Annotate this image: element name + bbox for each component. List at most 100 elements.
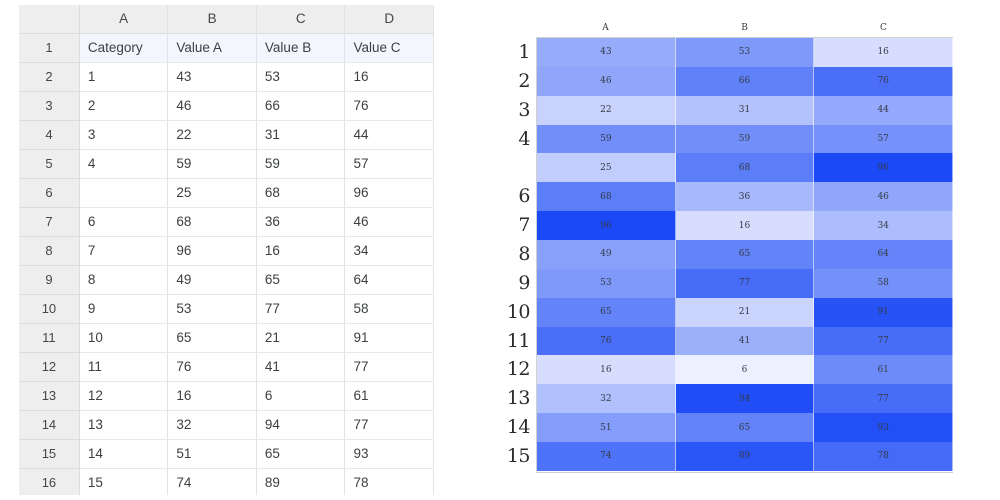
cell[interactable]: 10 <box>79 323 169 353</box>
cell[interactable]: 1 <box>79 62 169 92</box>
cell[interactable]: 25 <box>167 178 257 208</box>
cell[interactable]: Category <box>79 33 169 63</box>
cell[interactable]: 8 <box>79 265 169 295</box>
cell[interactable] <box>79 178 169 208</box>
column-header-a[interactable]: A <box>79 5 169 34</box>
cell[interactable]: 22 <box>167 120 257 150</box>
cell[interactable]: 59 <box>256 149 346 179</box>
cell[interactable]: 78 <box>344 468 434 495</box>
row-header[interactable]: 11 <box>19 323 80 353</box>
cell[interactable]: 94 <box>256 410 346 440</box>
row-header[interactable]: 1 <box>19 33 80 63</box>
cell[interactable]: 12 <box>79 381 169 411</box>
row-header[interactable]: 10 <box>19 294 80 324</box>
cell[interactable]: 89 <box>256 468 346 495</box>
row-header[interactable]: 8 <box>19 236 80 266</box>
cell[interactable]: 15 <box>79 468 169 495</box>
cell[interactable]: 77 <box>344 352 434 382</box>
cell[interactable]: 2 <box>79 91 169 121</box>
heatmap-row: 13 32 94 77 <box>506 384 954 414</box>
cell[interactable]: 34 <box>344 236 434 266</box>
cell[interactable]: 76 <box>167 352 257 382</box>
row-header[interactable]: 14 <box>19 410 80 440</box>
cell[interactable]: 4 <box>79 149 169 179</box>
cell[interactable]: 7 <box>79 236 169 266</box>
cell[interactable]: 41 <box>256 352 346 382</box>
column-header-b[interactable]: B <box>167 5 257 34</box>
cell[interactable]: 93 <box>344 439 434 469</box>
cell[interactable]: 76 <box>344 91 434 121</box>
select-all-corner[interactable] <box>19 5 80 34</box>
cell[interactable]: Value A <box>167 33 257 63</box>
cell[interactable]: 58 <box>344 294 434 324</box>
row-header[interactable]: 2 <box>19 62 80 92</box>
heatmap-row-cells: 68 36 46 <box>536 182 954 212</box>
cell[interactable]: 9 <box>79 294 169 324</box>
row-header[interactable]: 13 <box>19 381 80 411</box>
cell[interactable]: 6 <box>256 381 346 411</box>
heatmap-cell: 22 <box>537 95 676 125</box>
heatmap-cell: 77 <box>675 268 815 298</box>
cell[interactable]: 3 <box>79 120 169 150</box>
cell[interactable]: Value C <box>344 33 434 63</box>
cell[interactable]: 74 <box>167 468 257 495</box>
cell[interactable]: 57 <box>344 149 434 179</box>
cell[interactable]: 77 <box>256 294 346 324</box>
cell[interactable]: 32 <box>167 410 257 440</box>
row-header[interactable]: 6 <box>19 178 80 208</box>
table-row: 15 14 51 65 93 <box>19 439 434 469</box>
cell[interactable]: 51 <box>167 439 257 469</box>
cell[interactable]: 59 <box>167 149 257 179</box>
heatmap-cell: 58 <box>814 268 954 298</box>
cell[interactable]: 77 <box>344 410 434 440</box>
row-header[interactable]: 12 <box>19 352 80 382</box>
cell[interactable]: 96 <box>344 178 434 208</box>
cell[interactable]: 91 <box>344 323 434 353</box>
row-header[interactable]: 16 <box>19 468 80 495</box>
cell[interactable]: 64 <box>344 265 434 295</box>
cell[interactable]: 16 <box>167 381 257 411</box>
cell[interactable]: 43 <box>167 62 257 92</box>
cell[interactable]: 65 <box>256 439 346 469</box>
cell[interactable]: 21 <box>256 323 346 353</box>
cell[interactable]: 49 <box>167 265 257 295</box>
cell[interactable]: 53 <box>167 294 257 324</box>
cell[interactable]: 16 <box>256 236 346 266</box>
cell[interactable]: 68 <box>256 178 346 208</box>
row-header[interactable]: 15 <box>19 439 80 469</box>
column-header-d[interactable]: D <box>344 5 434 34</box>
cell[interactable]: Value B <box>256 33 346 63</box>
column-header-c[interactable]: C <box>256 5 346 34</box>
cell[interactable]: 66 <box>256 91 346 121</box>
cell[interactable]: 44 <box>344 120 434 150</box>
cell[interactable]: 11 <box>79 352 169 382</box>
row-header[interactable]: 5 <box>19 149 80 179</box>
heatmap-row: 4 59 59 57 <box>506 124 954 154</box>
heatmap-column-label: C <box>880 23 887 33</box>
cell[interactable]: 14 <box>79 439 169 469</box>
cell[interactable]: 46 <box>167 91 257 121</box>
cell[interactable]: 65 <box>167 323 257 353</box>
cell[interactable]: 68 <box>167 207 257 237</box>
cell[interactable]: 53 <box>256 62 346 92</box>
cell[interactable]: 13 <box>79 410 169 440</box>
row-header[interactable]: 7 <box>19 207 80 237</box>
heatmap-row: 11 76 41 77 <box>506 326 954 356</box>
heatmap-row-label: 7 <box>518 214 530 237</box>
table-row: 5 4 59 59 57 <box>19 149 434 179</box>
cell[interactable]: 31 <box>256 120 346 150</box>
cell[interactable]: 16 <box>344 62 434 92</box>
cell[interactable]: 46 <box>344 207 434 237</box>
cell[interactable]: 61 <box>344 381 434 411</box>
row-header[interactable]: 4 <box>19 120 80 150</box>
heatmap-row: 14 51 65 93 <box>506 413 954 443</box>
heatmap-cell: 34 <box>814 211 954 241</box>
heatmap-row: 15 74 89 78 <box>506 442 954 471</box>
cell[interactable]: 96 <box>167 236 257 266</box>
cell[interactable]: 36 <box>256 207 346 237</box>
row-header[interactable]: 9 <box>19 265 80 295</box>
cell[interactable]: 65 <box>256 265 346 295</box>
cell[interactable]: 6 <box>79 207 169 237</box>
row-header[interactable]: 3 <box>19 91 80 121</box>
